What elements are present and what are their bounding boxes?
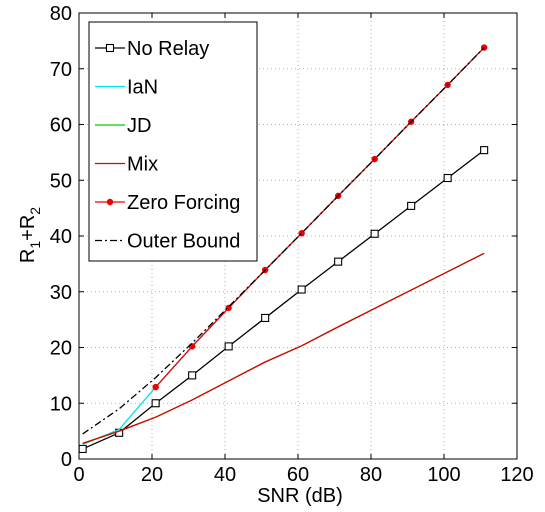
x-tick-label: 120 (500, 464, 533, 486)
legend-label: Zero Forcing (127, 192, 240, 214)
y-axis-label: R1+R2 (17, 207, 43, 263)
data-point-dot (106, 198, 114, 206)
data-point-dot (225, 304, 232, 312)
series-line (155, 47, 485, 388)
x-tick-label: 80 (360, 464, 382, 486)
y-axis-label-subscript: 2 (27, 207, 43, 215)
series-line (82, 252, 485, 445)
data-point-square (261, 313, 270, 323)
legend: No Relay IaN JD Mix Zero Forcing Outer Bound (88, 21, 258, 262)
y-axis-label-subscript: 1 (27, 241, 43, 249)
x-tick-label: 60 (287, 464, 309, 486)
legend-item: Mix (95, 154, 158, 176)
series-line (82, 47, 485, 435)
data-point-square (334, 257, 343, 266)
x-tick-label: 40 (214, 464, 236, 486)
data-point-square (480, 146, 489, 155)
y-tick-label: 20 (50, 338, 72, 360)
axes (78, 12, 518, 460)
data-point-dot (152, 383, 159, 391)
legend-item: Outer Bound (95, 231, 240, 253)
tick-labels: 0 20 40 60 80 100 120 0 10 20 30 40 50 60 70 80 (50, 3, 534, 486)
data-point-square (407, 201, 416, 210)
data-point-square (443, 173, 452, 183)
legend-label: No Relay (127, 38, 209, 60)
data-point-square (370, 229, 379, 238)
legend-label: Mix (127, 154, 158, 176)
legend-label: Outer Bound (127, 231, 240, 253)
data-point-square (224, 342, 233, 351)
data-point-square (105, 43, 115, 53)
x-tick-label: 100 (427, 464, 460, 486)
y-tick-label: 70 (50, 59, 72, 81)
y-tick-label: 40 (50, 226, 72, 248)
y-tick-label: 10 (50, 393, 72, 415)
legend-item: No Relay (95, 38, 209, 60)
legend-item: IaN (95, 77, 158, 99)
legend-item: Zero Forcing (95, 192, 240, 214)
data-point-square (297, 285, 306, 294)
x-tick-label: 0 (73, 464, 84, 486)
series-line (82, 149, 485, 450)
y-tick-label: 50 (50, 170, 72, 192)
data-point-square (188, 371, 197, 380)
series-mix (82, 252, 485, 445)
series-outer-bound (82, 47, 485, 435)
x-tick-label: 20 (141, 464, 163, 486)
legend-label: JD (127, 115, 151, 137)
data-point-square (78, 444, 87, 454)
y-tick-label: 0 (61, 449, 72, 471)
legend-box (88, 21, 258, 262)
x-axis-label: SNR (dB) (257, 485, 343, 507)
y-tick-label: 30 (50, 282, 72, 304)
legend-label: IaN (127, 77, 158, 99)
y-tick-label: 80 (50, 3, 72, 25)
data-point-square (151, 399, 160, 408)
y-axis-label-part: +R (17, 215, 39, 241)
y-tick-label: 60 (50, 115, 72, 137)
series-group (78, 44, 489, 454)
legend-item: JD (95, 115, 151, 137)
y-axis-label-part: R (17, 249, 39, 263)
